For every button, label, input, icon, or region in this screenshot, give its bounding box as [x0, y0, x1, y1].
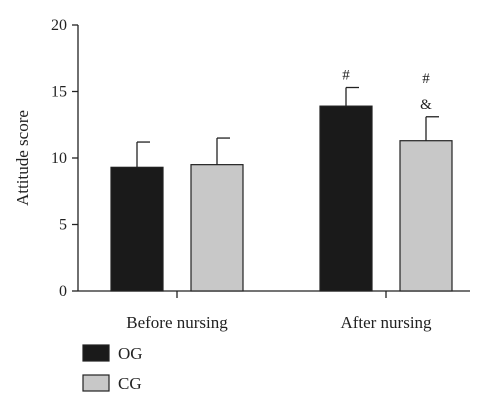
y-tick-label: 10 — [51, 150, 67, 167]
x-axis-categories: Before nursing After nursing — [126, 291, 432, 332]
bar-cg-0 — [190, 164, 244, 292]
bar-og-1 — [319, 105, 373, 292]
legend-swatch-cg — [82, 374, 110, 392]
legend-label-cg: CG — [118, 374, 142, 393]
error-bars — [136, 86, 439, 168]
y-tick-label: 15 — [51, 84, 67, 101]
y-tick-label: 5 — [59, 217, 67, 234]
x-category-label: Before nursing — [126, 313, 228, 332]
legend: OG CG — [82, 344, 143, 393]
legend-label-og: OG — [118, 344, 143, 363]
y-axis-label: Attitude score — [13, 110, 32, 206]
significance-marker: & — [420, 97, 432, 113]
bars — [110, 105, 453, 292]
y-axis-ticks: 0 5 10 15 20 — [51, 17, 78, 300]
legend-swatch-og — [82, 344, 110, 362]
x-category-label: After nursing — [340, 313, 432, 332]
significance-marker: # — [422, 71, 430, 87]
annotations: # # & — [342, 68, 432, 113]
bar-og-0 — [110, 166, 164, 292]
bar-cg-1 — [399, 140, 453, 292]
y-tick-label: 20 — [51, 17, 67, 34]
y-tick-label: 0 — [59, 283, 67, 300]
significance-marker: # — [342, 68, 350, 84]
